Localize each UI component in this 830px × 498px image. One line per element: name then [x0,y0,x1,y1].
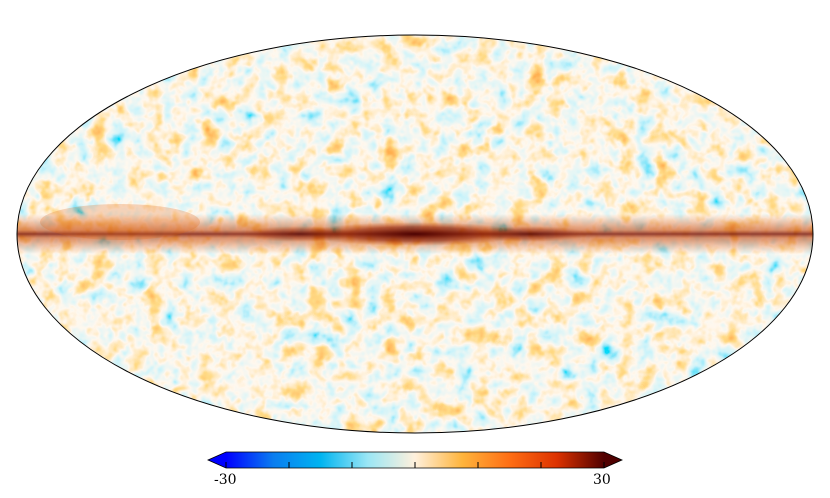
galactic-plane-west [240,226,360,242]
galactic-center-region [305,222,525,246]
sky-map [17,35,813,433]
galactic-plane-east [470,226,590,242]
colorbar-max-label: 30 [593,472,611,488]
colorbar [207,451,623,469]
colorbar-min-label: -30 [214,472,237,488]
colorbar-ticks [225,462,605,468]
anticenter-emission [40,204,200,240]
map-outline [16,34,814,434]
